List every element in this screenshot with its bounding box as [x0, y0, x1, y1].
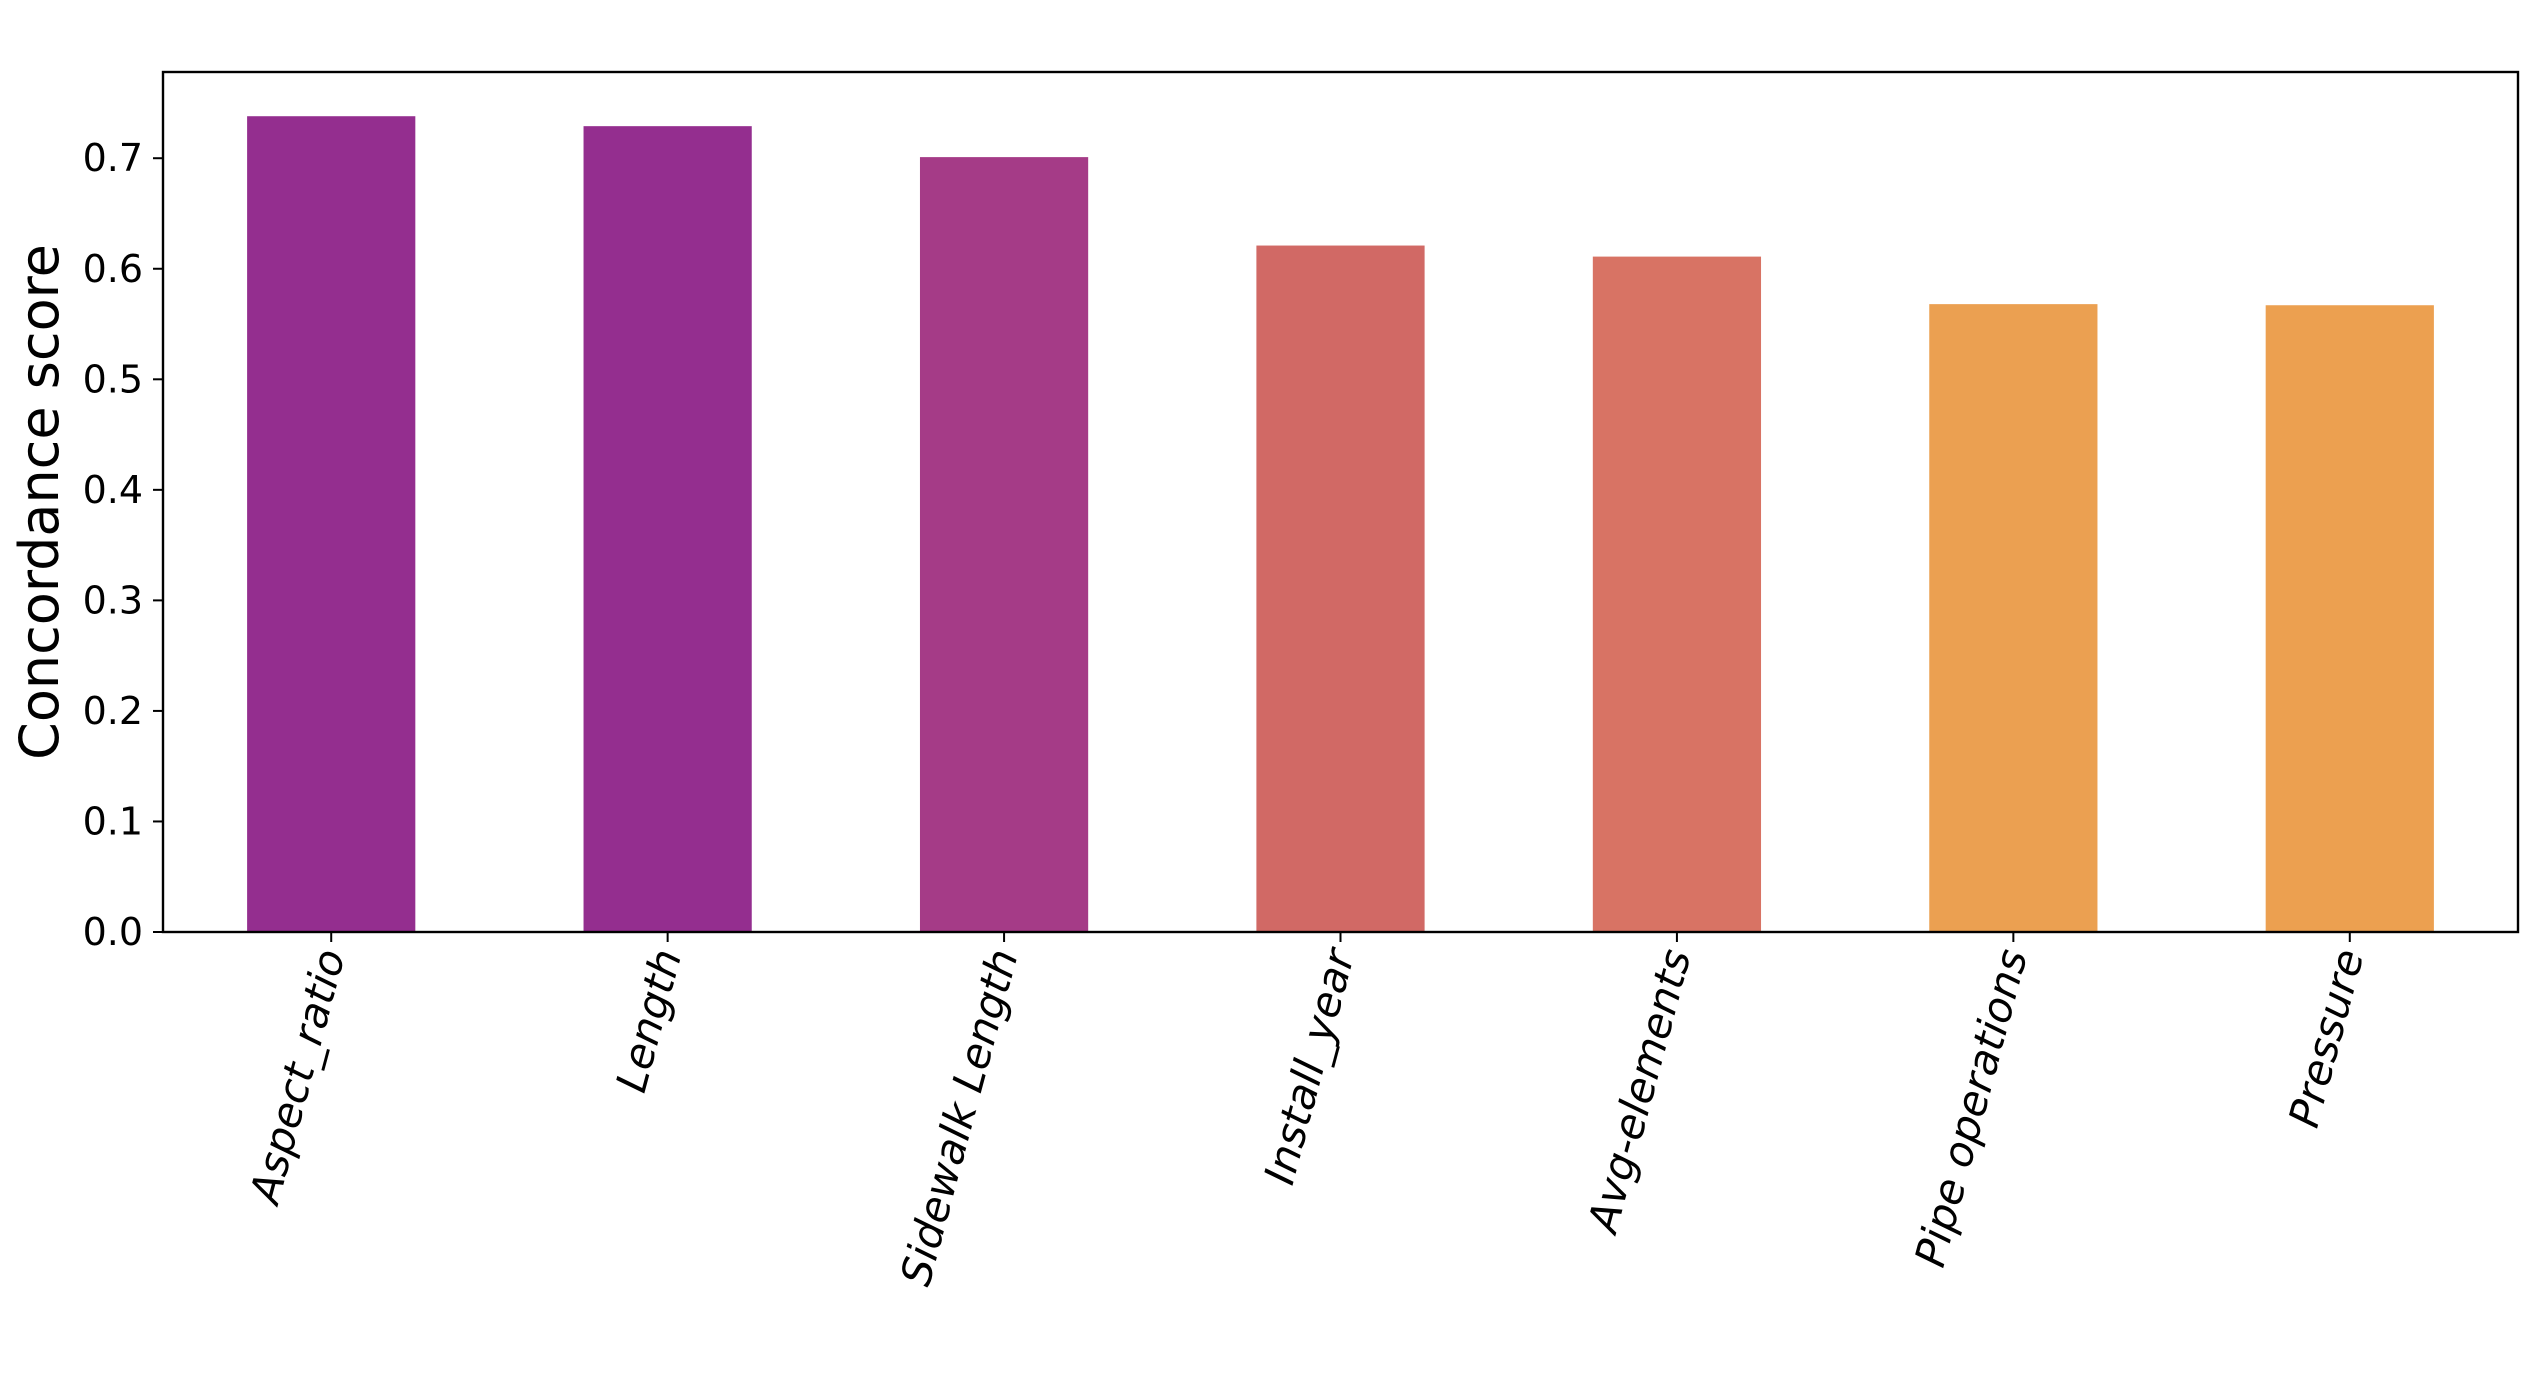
y-tick-label: 0.1	[83, 799, 143, 843]
plot-frame	[161, 70, 2520, 934]
x-tick-label: Pipe operations	[1905, 944, 2037, 1272]
x-tick-label: Install_year	[1254, 941, 1364, 1189]
y-tick-label: 0.2	[83, 689, 143, 733]
y-tick-label: 0.7	[83, 136, 143, 180]
y-tick-label: 0.0	[83, 910, 143, 954]
x-tick-label: Pressure	[2279, 944, 2373, 1132]
bar-install-year	[1256, 245, 1425, 933]
y-axis-ticks: 0.0 0.1 0.2 0.3 0.4 0.5 0.6 0.7	[83, 136, 163, 954]
x-axis-ticks: Aspect_ratio Length Sidewalk Length Install…	[239, 932, 2373, 1291]
x-tick-label: Aspect_ratio	[239, 944, 355, 1211]
bar-sidewalk-length	[919, 157, 1089, 933]
y-tick-label: 0.3	[83, 578, 143, 622]
x-tick-label: Sidewalk Length	[891, 944, 1028, 1291]
y-tick-label: 0.5	[83, 357, 143, 401]
x-tick-label: Avg-elements	[1577, 944, 1700, 1240]
bar-pressure	[2265, 305, 2434, 932]
bar-aspect-ratio	[247, 116, 416, 932]
bar-pipe-operations	[1929, 304, 2098, 932]
bar-avg-elements	[1592, 256, 1762, 932]
bar-length	[583, 126, 752, 932]
y-tick-label: 0.6	[83, 247, 143, 291]
x-tick-label: Length	[606, 944, 691, 1097]
bars-layer	[247, 116, 2434, 933]
y-tick-label: 0.4	[83, 468, 143, 512]
y-axis-title: Concordance score	[8, 244, 71, 760]
